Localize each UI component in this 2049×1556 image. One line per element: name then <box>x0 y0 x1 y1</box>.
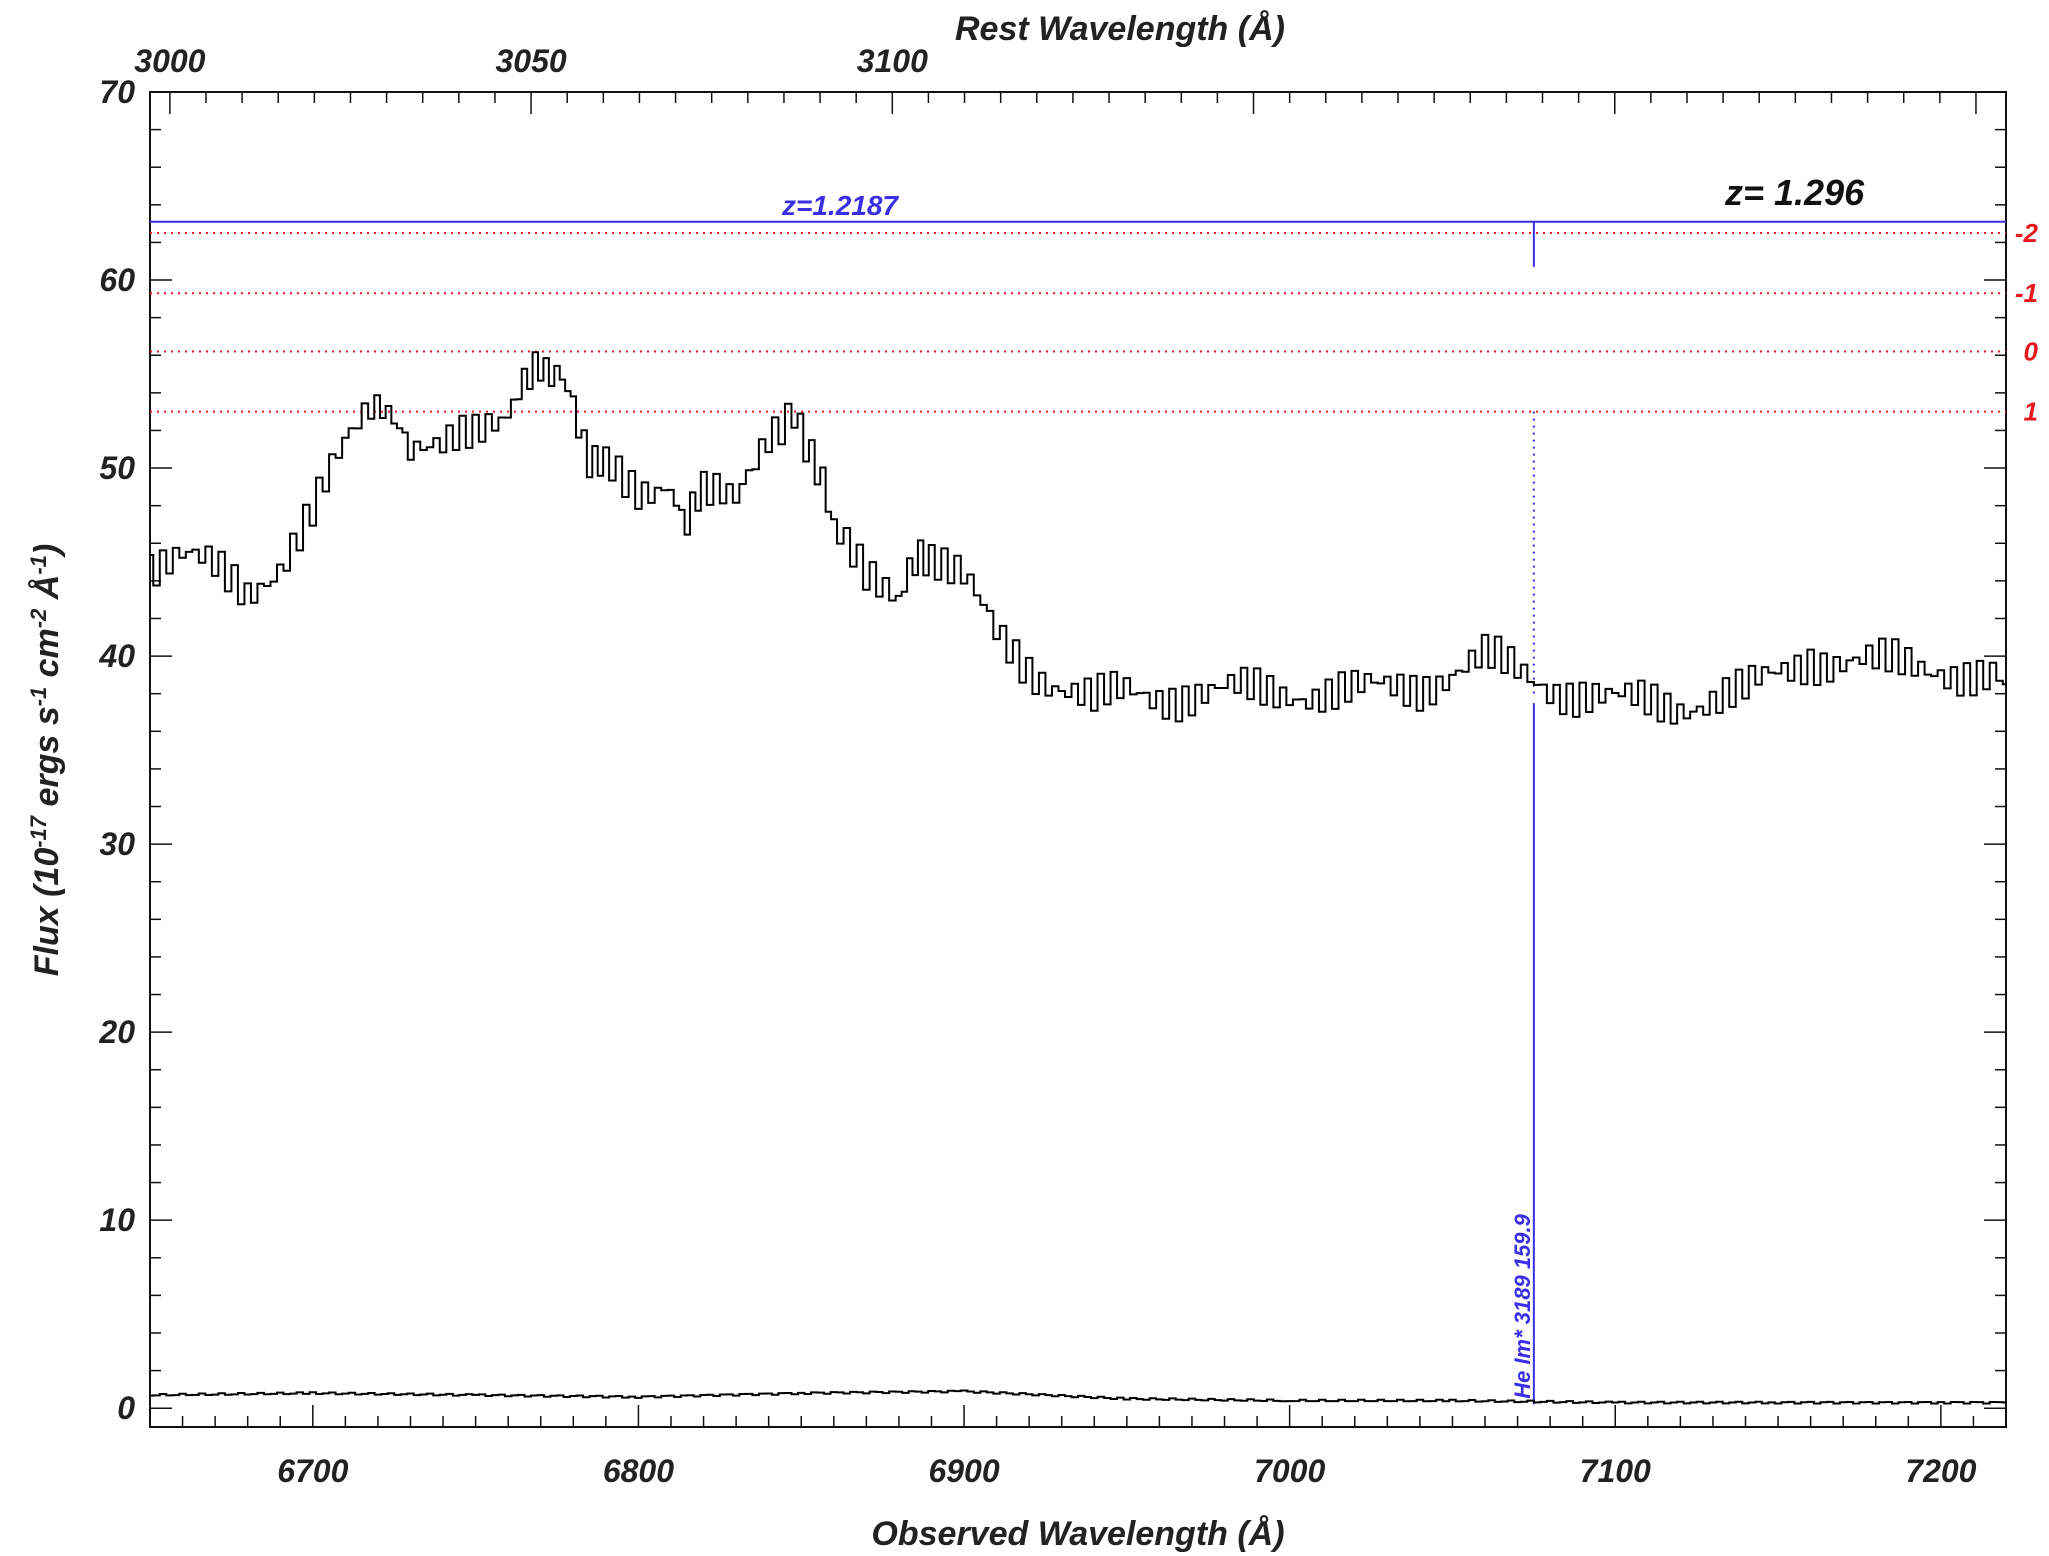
y-tick-labels: 0 10 20 30 40 50 60 70 <box>98 74 135 1426</box>
flux-spectrum <box>150 351 2006 725</box>
top-tick-label: 3000 <box>134 43 205 79</box>
y-axis-title-part: cm <box>28 628 66 687</box>
y-tick-label: 40 <box>98 638 135 674</box>
top-axis-title: Rest Wavelength (Å) <box>955 10 1285 48</box>
y-tick-label: 0 <box>117 1390 135 1426</box>
x-tick-label: 6900 <box>928 1453 999 1489</box>
level-lines: -2 -1 0 1 <box>150 218 2039 427</box>
y-tick-label: 10 <box>99 1202 135 1238</box>
top-tick-label: 3050 <box>495 43 566 79</box>
x-tick-label: 7000 <box>1254 1453 1325 1489</box>
x-tick-label: 7200 <box>1905 1453 1976 1489</box>
y-axis-title-part: ergs s <box>28 706 66 816</box>
y-tick-label: 50 <box>99 450 135 486</box>
top-tick-label: 3100 <box>857 43 928 79</box>
y-axis-title-sup: -17 <box>26 814 51 848</box>
axis-ticks <box>149 91 2007 1427</box>
redshift-fit-label: z=1.2187 <box>781 190 899 221</box>
plot-frame <box>149 91 2007 1428</box>
y-axis-title-part: Å <box>28 575 66 609</box>
x-tick-labels: 6700 6800 6900 7000 7100 7200 <box>277 1453 1976 1489</box>
y-axis-title-sup: -1 <box>26 687 51 707</box>
y-tick-label: 60 <box>99 262 135 298</box>
x-axis-title: Observed Wavelength (Å) <box>871 1515 1284 1553</box>
y-axis-title-part: Flux (10 <box>28 848 66 977</box>
level-label: 1 <box>2024 397 2038 427</box>
level-label: -2 <box>2015 218 2039 248</box>
line-marker-label: He Im* 3189 159.9 <box>1510 1213 1535 1398</box>
x-tick-label: 6800 <box>603 1453 674 1489</box>
y-tick-label: 20 <box>98 1014 135 1050</box>
error-spectrum <box>150 1389 2006 1405</box>
y-axis-title-sup: -1 <box>26 555 51 575</box>
redshift-label: z= 1.296 <box>1724 172 1865 213</box>
y-axis-title-sup: -2 <box>26 608 51 628</box>
level-label: 0 <box>2024 336 2039 366</box>
top-tick-labels: 2900 2950 3000 3050 3100 <box>134 43 928 79</box>
y-axis-title-part: ) <box>28 544 66 558</box>
level-label: -1 <box>2015 278 2038 308</box>
y-tick-label: 70 <box>99 74 135 110</box>
x-tick-label: 7100 <box>1580 1453 1651 1489</box>
x-tick-label: 6700 <box>277 1453 348 1489</box>
y-tick-label: 30 <box>99 826 135 862</box>
y-axis-title: Flux (10-17 ergs s-1 cm-2 Å-1) <box>26 544 66 977</box>
